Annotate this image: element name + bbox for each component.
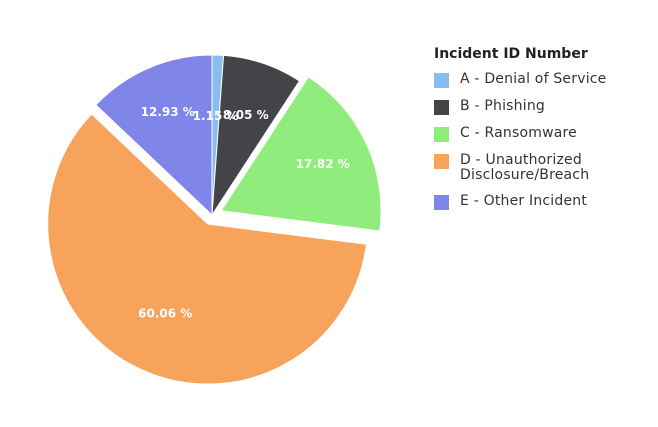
legend-item-d[interactable]: D - Unauthorized Disclosure/Breach bbox=[434, 153, 654, 183]
legend-title: Incident ID Number bbox=[434, 46, 588, 62]
legend-item-a[interactable]: A - Denial of Service bbox=[434, 72, 654, 88]
legend: Incident ID Number A - Denial of Service… bbox=[434, 46, 654, 221]
legend-label-c: C - Ransomware bbox=[460, 125, 577, 141]
legend-swatch-c bbox=[434, 127, 449, 142]
legend-label-e: E - Other Incident bbox=[460, 193, 588, 209]
slice-label-a: 1.15 % bbox=[193, 109, 239, 123]
legend-item-c[interactable]: C - Ransomware bbox=[434, 126, 654, 142]
legend-label-a: A - Denial of Service bbox=[460, 71, 607, 87]
slice-label-d: 60.06 % bbox=[138, 307, 192, 321]
slice-label-b: 8.05 % bbox=[223, 108, 269, 122]
legend-swatch-b bbox=[434, 100, 449, 115]
legend-swatch-e bbox=[434, 195, 449, 210]
legend-swatch-d bbox=[434, 154, 449, 169]
pie-slice-d[interactable] bbox=[47, 113, 367, 385]
slice-label-e: 12.93 % bbox=[141, 105, 195, 119]
pie-slice-c[interactable] bbox=[220, 76, 382, 232]
legend-label-b: B - Phishing bbox=[460, 98, 545, 114]
pie-slice-b[interactable] bbox=[211, 54, 301, 217]
slice-label-c: 17.82 % bbox=[296, 157, 350, 171]
pie-slice-e[interactable] bbox=[95, 54, 213, 217]
legend-item-e[interactable]: E - Other Incident bbox=[434, 194, 654, 210]
legend-label-d: D - Unauthorized Disclosure/Breach bbox=[460, 152, 590, 183]
legend-item-b[interactable]: B - Phishing bbox=[434, 99, 654, 115]
legend-swatch-a bbox=[434, 73, 449, 88]
